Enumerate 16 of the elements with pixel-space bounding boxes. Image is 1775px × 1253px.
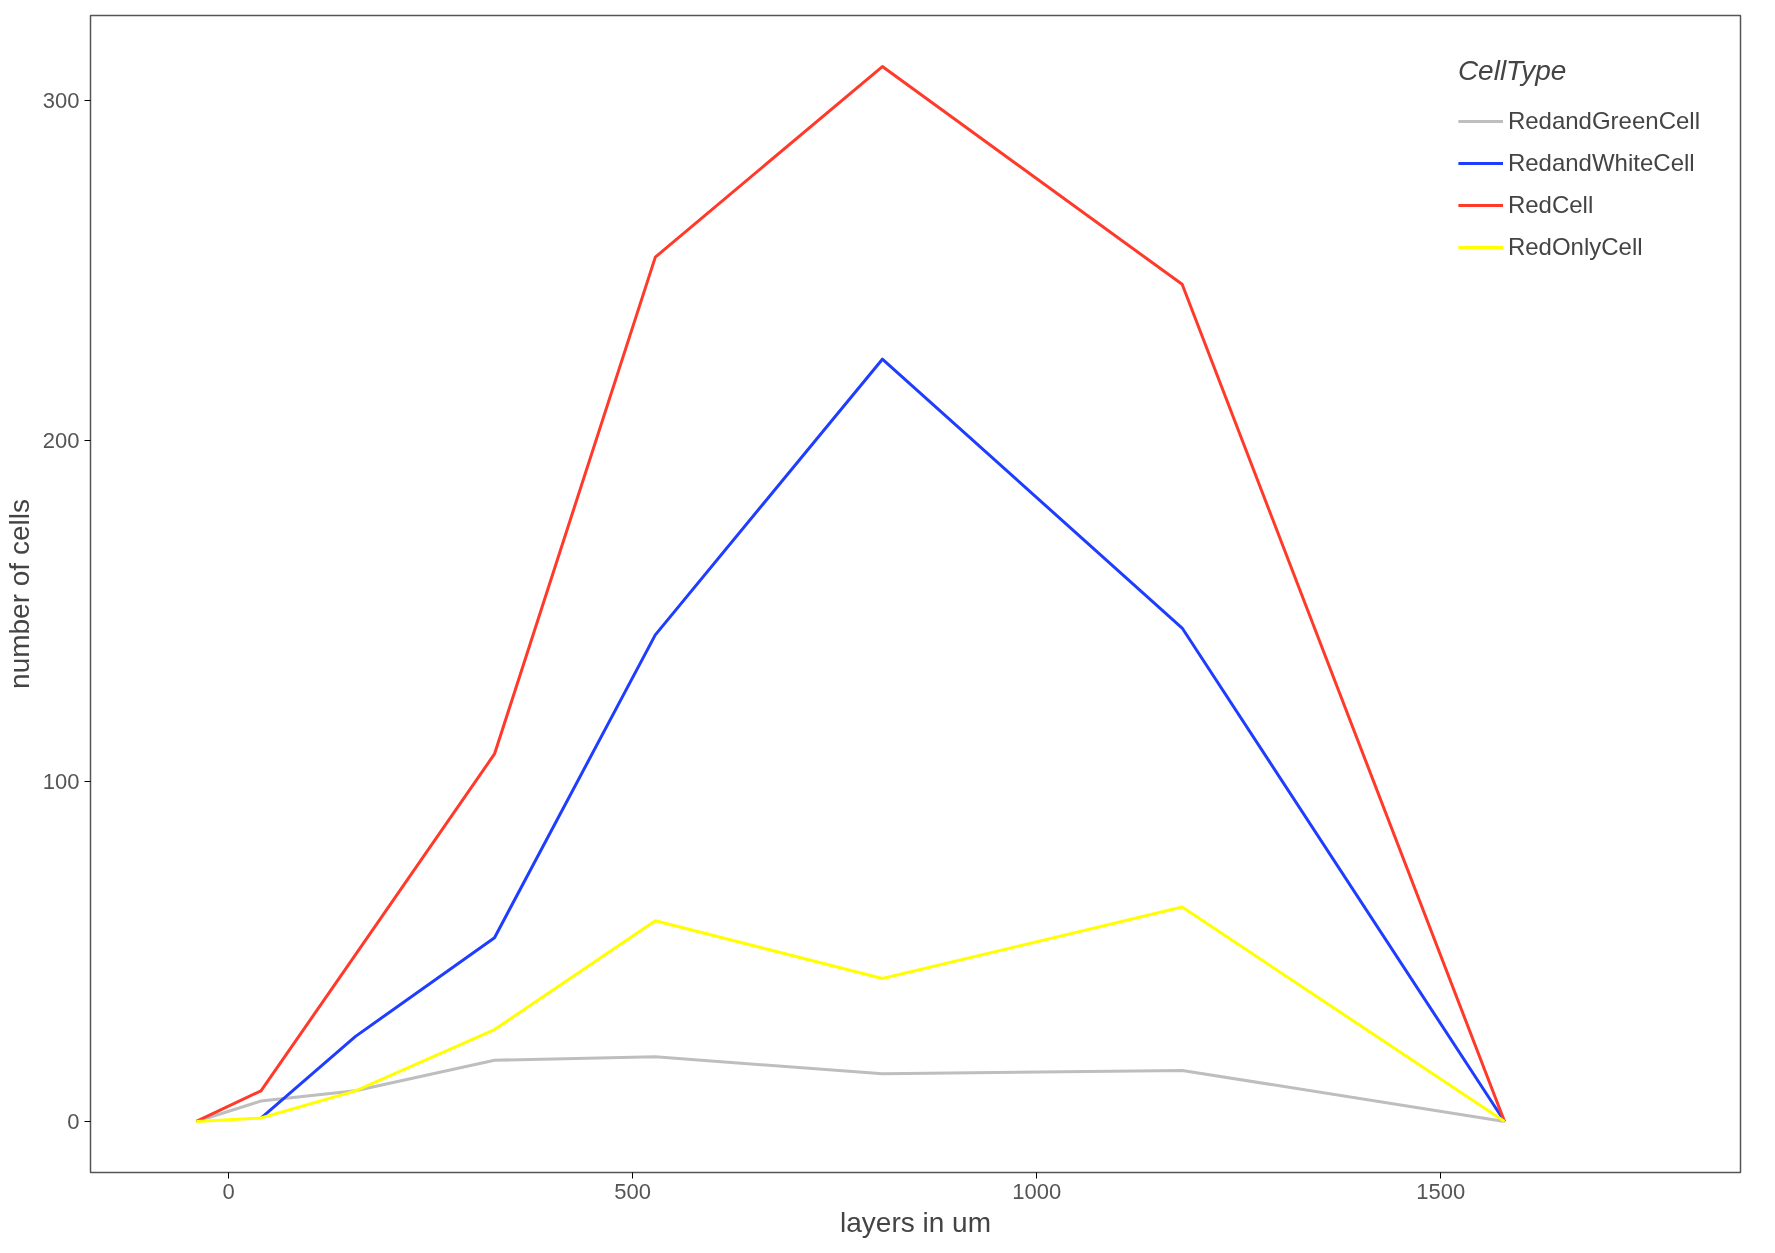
y-tick-label: 100 bbox=[42, 768, 80, 794]
line-series bbox=[194, 905, 1507, 1123]
y-tick-label: 0 bbox=[67, 1108, 80, 1134]
legend-label: RedandGreenCell bbox=[1507, 107, 1700, 135]
legend-label: RedandWhiteCell bbox=[1507, 149, 1695, 177]
y-tick-label: 200 bbox=[42, 428, 80, 454]
x-tick-label: 1000 bbox=[1012, 1178, 1062, 1204]
legend-label: RedOnlyCell bbox=[1507, 233, 1643, 261]
legend-label: RedCell bbox=[1507, 191, 1594, 219]
y-axis-title: number of cells bbox=[3, 499, 35, 689]
y-tick-label: 300 bbox=[42, 88, 80, 114]
legend-title: CellType bbox=[1457, 55, 1568, 87]
x-tick-label: 0 bbox=[222, 1178, 235, 1204]
x-tick-label: 1500 bbox=[1416, 1178, 1466, 1204]
x-tick-label: 500 bbox=[614, 1178, 652, 1204]
x-axis-title: layers in um bbox=[840, 1206, 991, 1238]
